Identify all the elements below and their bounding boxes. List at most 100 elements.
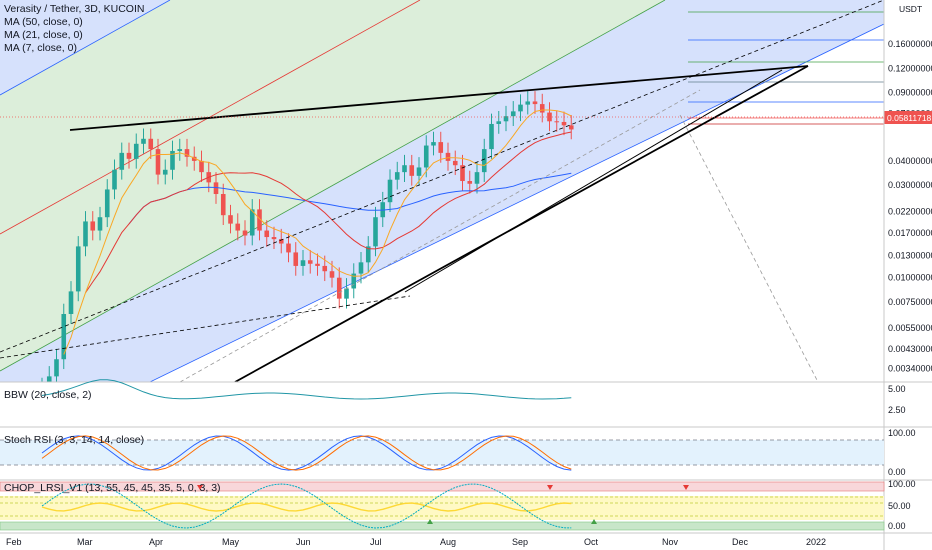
candle	[474, 172, 480, 184]
candle	[220, 194, 226, 216]
price-tick-5: 0.03000000	[888, 180, 932, 190]
chop-bottom-band	[0, 521, 885, 531]
candle	[394, 172, 400, 180]
stoch-d-line	[41, 435, 572, 471]
candle	[402, 165, 407, 173]
candle	[344, 288, 349, 299]
price-tick-4: 0.04000000	[888, 156, 932, 166]
candle	[278, 239, 284, 244]
price-tick-7: 0.01700000	[888, 228, 932, 238]
candle	[300, 260, 306, 266]
ma50-line	[128, 172, 572, 225]
time-tick-3: May	[222, 537, 240, 547]
channel-lower-blue-band	[0, 0, 884, 382]
candle	[83, 221, 88, 247]
time-tick-10: Dec	[732, 537, 749, 547]
bbw-tick-5: 5.00	[888, 384, 906, 394]
dashed-lower-channel	[0, 295, 411, 359]
candle	[293, 252, 299, 266]
candle	[228, 215, 233, 224]
buy-marker	[591, 519, 597, 524]
candle	[481, 149, 487, 173]
channel-line-3	[0, 0, 666, 372]
candle	[61, 313, 67, 360]
price-axis[interactable]: 0.160000000.120000000.090000000.07000000…	[888, 39, 932, 374]
candle	[235, 223, 241, 231]
dashed-projection	[679, 114, 819, 382]
candle	[445, 152, 451, 161]
price-tick-6: 0.02200000	[888, 206, 932, 216]
chart-legend: Verasity / Tether, 3D, KUCOIN MA (50, cl…	[4, 3, 144, 55]
time-axis[interactable]: Feb Mar Apr May Jun Jul Aug Sep Oct Nov Dec 2022	[6, 537, 826, 547]
candle	[119, 152, 125, 170]
regression-channel	[0, 0, 884, 382]
price-tick-1: 0.12000000	[888, 63, 932, 73]
candle	[365, 246, 371, 263]
chop-tick-50: 50.00	[888, 501, 911, 511]
candle	[358, 262, 364, 274]
candle	[315, 263, 320, 266]
ma7-line	[63, 109, 572, 355]
trendlines	[0, 0, 884, 382]
candle	[322, 265, 328, 272]
last-price-text: 0.05811718	[887, 113, 932, 123]
time-tick-5: Jul	[370, 537, 382, 547]
candle	[141, 138, 146, 144]
symbol-title[interactable]: Verasity / Tether, 3D, KUCOIN	[4, 3, 145, 15]
price-tick-13: 0.00340000	[888, 364, 932, 374]
candle	[561, 121, 567, 126]
fib-levels	[688, 11, 884, 125]
candle	[503, 116, 509, 122]
stoch-band	[0, 440, 884, 465]
ma21-line	[85, 131, 572, 293]
time-tick-0: Feb	[6, 537, 22, 547]
candle	[148, 138, 154, 150]
candle	[112, 169, 117, 190]
time-tick-7: Sep	[512, 537, 528, 547]
time-tick-11: 2022	[806, 537, 826, 547]
candle	[90, 221, 96, 231]
candle	[510, 111, 516, 117]
time-tick-6: Aug	[440, 537, 456, 547]
candle	[249, 209, 255, 236]
price-tick-12: 0.00430000	[888, 344, 932, 354]
candle	[54, 359, 59, 377]
candle	[373, 217, 378, 247]
candle	[257, 209, 262, 231]
candle	[460, 165, 465, 182]
moving-averages	[63, 109, 572, 355]
candle	[126, 152, 132, 159]
candle	[97, 217, 103, 231]
bbw-legend[interactable]: BBW (20, close, 2)	[4, 389, 92, 401]
candle	[387, 179, 393, 203]
bbw-line	[41, 379, 572, 400]
candle	[199, 160, 204, 173]
candle	[286, 243, 291, 253]
time-tick-2: Apr	[149, 537, 163, 547]
buy-marker	[427, 519, 433, 524]
candle	[431, 142, 436, 146]
ma7-legend[interactable]: MA (7, close, 0)	[4, 42, 77, 54]
candle	[452, 160, 458, 166]
candle	[518, 104, 523, 112]
time-tick-4: Jun	[296, 537, 311, 547]
time-tick-9: Nov	[662, 537, 679, 547]
candle	[104, 189, 110, 218]
stoch-legend[interactable]: Stoch RSI (3, 3, 14, 14, close)	[4, 434, 145, 446]
candle	[75, 246, 81, 292]
support-trendline	[234, 65, 809, 382]
candle	[162, 169, 168, 175]
chop-markers	[197, 485, 689, 524]
dashed-upper-channel	[0, 0, 884, 353]
candle	[336, 277, 342, 299]
candle	[264, 230, 270, 238]
support-trendline-inner	[404, 69, 783, 293]
ma50-legend[interactable]: MA (50, close, 0)	[4, 16, 83, 28]
chop-legend[interactable]: CHOP_LRSI_V1 (13, 55, 45, 45, 35, 5, 0, …	[4, 482, 221, 494]
candle	[532, 101, 538, 105]
candle	[423, 145, 429, 168]
chop-tick-100: 100.00	[888, 479, 916, 489]
ma21-legend[interactable]: MA (21, close, 0)	[4, 29, 83, 41]
candle	[416, 167, 422, 176]
